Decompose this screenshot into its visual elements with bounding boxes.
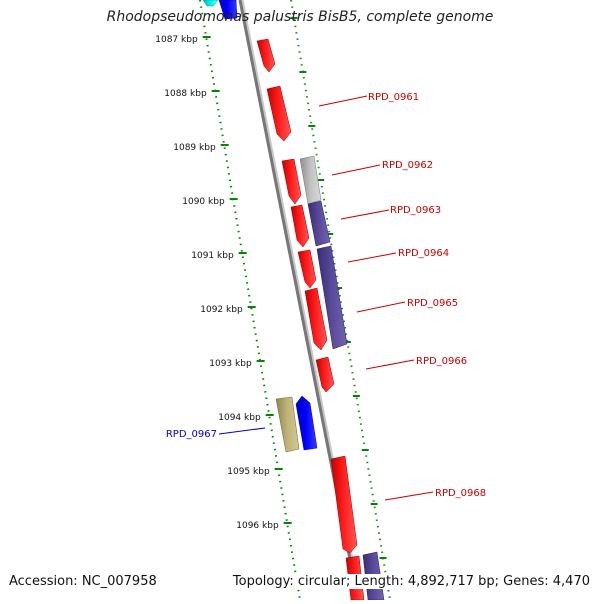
gene-label-leader bbox=[218, 427, 266, 435]
gene-label-leader bbox=[365, 359, 415, 370]
gene-rpd-0962[interactable] bbox=[281, 158, 302, 205]
gene-rpd-0967-olive[interactable] bbox=[275, 396, 300, 453]
gene-label-leader bbox=[331, 164, 381, 176]
gene-label[interactable]: RPD_0961 bbox=[368, 92, 419, 103]
gene-rpd-0966[interactable] bbox=[315, 356, 335, 393]
ruler-tick-label: 1087 kbp bbox=[155, 35, 198, 45]
blue-feature-top[interactable] bbox=[218, 0, 238, 20]
gene-label[interactable]: RPD_0963 bbox=[390, 205, 441, 216]
ruler-tick-label: 1092 kbp bbox=[200, 305, 243, 315]
gene-rpd-0964[interactable] bbox=[297, 249, 317, 289]
position-ruler: 1087 kbp 1088 kbp 1089 kbp 1090 kbp 1091 kbp… bbox=[155, 0, 387, 601]
gene-label-leader bbox=[318, 95, 368, 107]
gene-rpd-0963-purple[interactable] bbox=[307, 200, 331, 247]
gene-label-leader bbox=[340, 209, 390, 220]
gene-label[interactable]: RPD_0962 bbox=[382, 160, 433, 171]
gene-rpd-0965[interactable] bbox=[304, 287, 328, 351]
ruler-tick-label: 1091 kbp bbox=[191, 251, 234, 261]
gene-label[interactable]: RPD_0968 bbox=[435, 488, 486, 499]
gene-rpd-0960[interactable] bbox=[256, 38, 276, 73]
gene-rpd-0961[interactable] bbox=[266, 85, 292, 142]
accession-text: Accession: NC_007958 bbox=[9, 574, 157, 589]
gene-label[interactable]: RPD_0966 bbox=[416, 356, 467, 367]
ruler-tick-label: 1089 kbp bbox=[173, 143, 216, 153]
gene-rpd-0962-grey[interactable] bbox=[299, 155, 322, 205]
genome-summary-text: Topology: circular; Length: 4,892,717 bp… bbox=[230, 574, 590, 589]
ruler-tick-label: 1096 kbp bbox=[236, 521, 279, 531]
gene-features bbox=[202, 0, 385, 601]
gene-label[interactable]: RPD_0967 bbox=[166, 429, 217, 440]
ruler-tick-label: 1094 kbp bbox=[218, 413, 261, 423]
gene-label-leader bbox=[347, 252, 397, 263]
gene-label[interactable]: RPD_0964 bbox=[398, 248, 449, 259]
ruler-tick-label: 1093 kbp bbox=[209, 359, 252, 369]
ruler-tick-label: 1088 kbp bbox=[164, 89, 207, 99]
ruler-tick-label: 1095 kbp bbox=[227, 467, 270, 477]
gene-labels: RPD_0961 RPD_0962 RPD_0963 RPD_0964 RPD_0965… bbox=[166, 92, 486, 501]
cyan-feature[interactable] bbox=[202, 0, 219, 7]
gene-label[interactable]: RPD_0965 bbox=[407, 298, 458, 309]
gene-rpd-0968[interactable] bbox=[330, 455, 358, 554]
ruler-tick-label: 1090 kbp bbox=[182, 197, 225, 207]
gene-rpd-0964-purple[interactable] bbox=[316, 245, 348, 350]
gene-rpd-0963[interactable] bbox=[290, 204, 310, 248]
gene-rpd-0967[interactable] bbox=[295, 395, 318, 451]
genome-title: Rhodopseudomonas palustris BisB5, comple… bbox=[106, 9, 494, 25]
gene-label-leader bbox=[384, 491, 434, 501]
gene-label-leader bbox=[356, 301, 406, 313]
